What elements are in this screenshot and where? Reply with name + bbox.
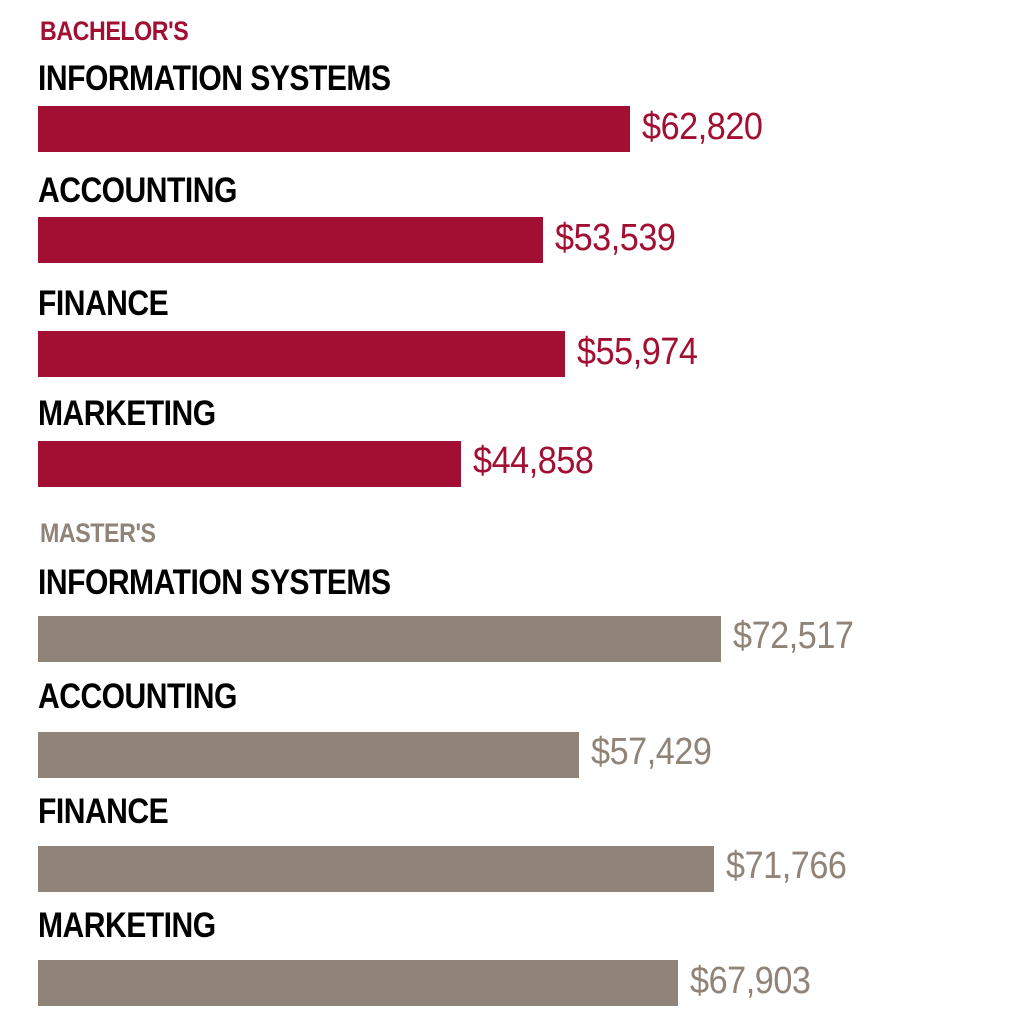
masters-bar-information-systems [38,616,722,662]
masters-bar-marketing [38,960,678,1006]
bachelors-label-finance: FINANCE [38,284,169,323]
masters-bar-accounting [38,732,580,778]
masters-label-information-systems: INFORMATION SYSTEMS [38,563,391,602]
masters-label-marketing: MARKETING [38,906,216,945]
masters-value-information-systems: $72,517 [733,615,854,657]
bachelors-bar-accounting [38,217,543,263]
masters-heading: MASTER'S [40,518,156,548]
bachelors-value-information-systems: $62,820 [642,106,763,148]
masters-label-finance: FINANCE [38,792,169,831]
masters-value-finance: $71,766 [726,845,847,887]
bachelors-label-accounting: ACCOUNTING [38,171,237,210]
bachelors-label-marketing: MARKETING [38,394,216,433]
bachelors-value-finance: $55,974 [577,331,698,373]
bachelors-value-marketing: $44,858 [472,440,594,482]
bachelors-heading: BACHELOR'S [40,16,189,46]
bachelors-bar-marketing [38,441,461,487]
bachelors-bar-finance [38,331,566,377]
bachelors-value-accounting: $53,539 [554,217,676,259]
masters-value-accounting: $57,429 [591,731,712,773]
bachelors-label-information-systems: INFORMATION SYSTEMS [38,59,391,98]
masters-bar-finance [38,846,715,892]
masters-value-marketing: $67,903 [689,960,811,1002]
masters-label-accounting: ACCOUNTING [38,677,237,716]
bachelors-bar-information-systems [38,106,630,152]
